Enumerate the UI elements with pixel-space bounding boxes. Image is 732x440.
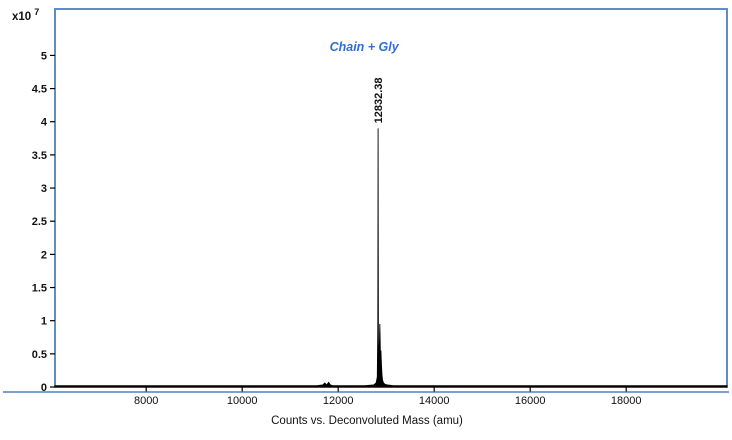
spectrum-trace: [54, 128, 728, 388]
y-tick-label: 3: [41, 183, 47, 195]
y-tick-label: 1: [41, 316, 47, 328]
peak-annotation-chain-gly: Chain + Gly: [330, 40, 400, 54]
y-tick-label: 3.5: [32, 150, 47, 162]
x-tick-label: 12000: [323, 395, 354, 407]
plot-frame: [54, 8, 728, 388]
x-tick-label: 10000: [227, 395, 258, 407]
x-axis-title: Counts vs. Deconvoluted Mass (amu): [271, 415, 463, 427]
y-tick-label: 0: [41, 382, 47, 394]
x-tick-label: 18000: [611, 395, 642, 407]
y-tick-label: 2: [41, 249, 47, 261]
x-tick-label: 14000: [419, 395, 450, 407]
y-tick-label: 0.5: [32, 349, 47, 361]
y-tick-label: 5: [41, 50, 47, 62]
y-tick-label: 4.5: [32, 84, 47, 96]
y-tick-label: 4: [41, 117, 48, 129]
peak-mass-label: 12832.38: [373, 77, 385, 123]
x-tick-label: 8000: [134, 395, 158, 407]
x-tick-label: 16000: [515, 395, 546, 407]
y-tick-label: 2.5: [32, 216, 47, 228]
y-axis-unit-label: x10 7: [12, 7, 39, 23]
y-tick-label: 1.5: [32, 283, 47, 295]
